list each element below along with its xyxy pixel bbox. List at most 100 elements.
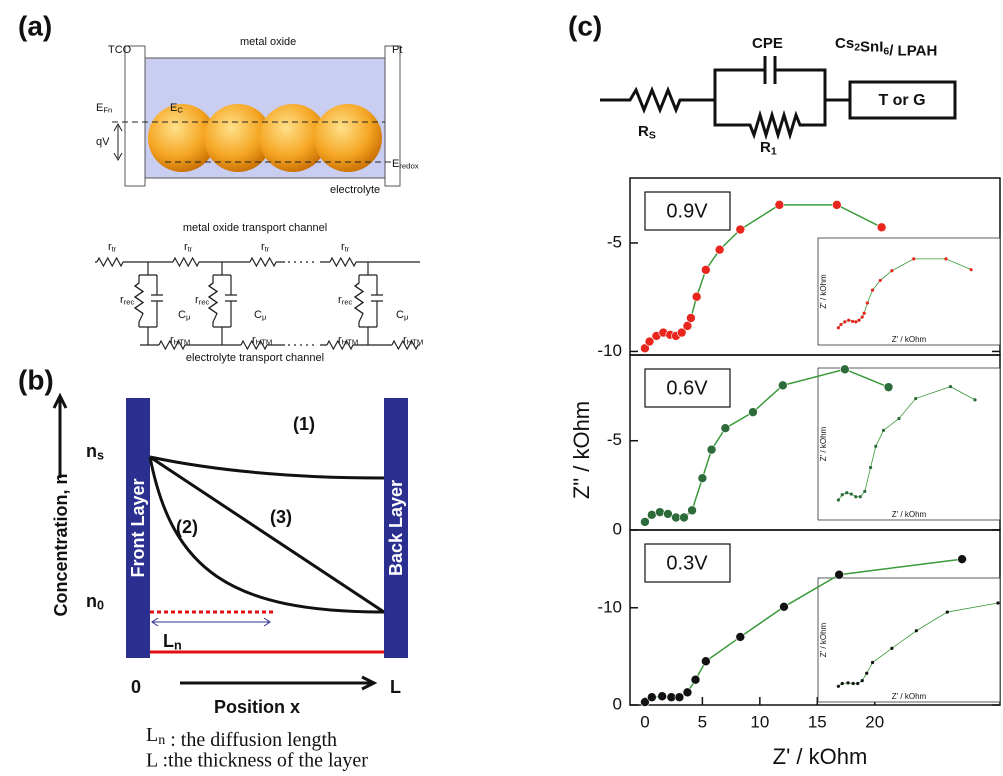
qv-arrow	[113, 122, 123, 162]
label-text: r	[170, 334, 174, 346]
panel-b-drawing	[52, 392, 408, 691]
label-text: electrolyte	[330, 184, 380, 196]
data-point	[644, 336, 655, 347]
label: T or G	[878, 92, 925, 109]
label: EC	[170, 102, 183, 115]
branch	[207, 262, 237, 345]
label: (3)	[270, 507, 292, 527]
condition-box	[644, 191, 731, 231]
data-point	[671, 512, 681, 523]
data-point	[686, 313, 696, 323]
condition-label: 0.9V	[666, 200, 708, 222]
label-text: r	[341, 241, 345, 253]
inset-point	[863, 489, 867, 494]
x-axis-label: Z' / kOhm	[773, 744, 868, 769]
label-subscript: μ	[186, 313, 190, 322]
y-arrow	[52, 392, 68, 478]
data-point	[697, 473, 708, 484]
label-text: electrolyte transport channel	[186, 352, 324, 364]
data-point	[647, 692, 657, 703]
inset-point	[846, 681, 850, 685]
label: Position x	[214, 697, 300, 717]
label-text: r	[338, 294, 342, 306]
label: EFn	[96, 102, 112, 115]
inset-point	[836, 326, 840, 330]
axis-label: Concentration, n	[51, 474, 71, 617]
data-point	[720, 423, 731, 434]
label: Cμ	[254, 309, 266, 322]
data-point	[834, 569, 844, 580]
label: electrolyte	[330, 184, 380, 196]
data-point	[883, 382, 894, 392]
label: electrolyte transport channel	[186, 352, 324, 364]
inset-point	[868, 465, 873, 470]
label-text: metal oxide	[240, 36, 296, 48]
label-text: TCO	[108, 44, 132, 56]
inset-point	[881, 428, 886, 432]
label-subscript: HTM	[407, 338, 424, 347]
inset-point	[857, 318, 861, 322]
data-point	[706, 444, 717, 455]
resistor	[133, 282, 145, 314]
label: ns	[86, 441, 104, 463]
inset-point	[890, 269, 894, 273]
resistor	[326, 339, 354, 351]
label: L :the thickness of the layer	[146, 750, 368, 772]
data-point	[679, 512, 689, 523]
y-tick-label: 0	[613, 519, 622, 538]
condition-label: 0.3V	[666, 552, 708, 574]
curve	[149, 455, 385, 614]
label: Eredox	[392, 158, 419, 171]
label-text: n	[86, 441, 97, 461]
condition-label: 0.6V	[666, 377, 708, 399]
label-subscript: HTM	[342, 338, 359, 347]
inset-point	[948, 385, 953, 389]
panel-a-circuit	[95, 256, 420, 351]
x-tick-label: 15	[808, 712, 827, 731]
inset-point	[843, 320, 847, 324]
panel-tag: (a)	[18, 10, 52, 41]
data-point	[748, 407, 758, 417]
label: R1	[760, 139, 777, 157]
inset-point	[854, 495, 858, 499]
label: rHTM	[403, 334, 423, 347]
x-tick-label: 10	[750, 712, 769, 731]
label-text: qV	[96, 136, 110, 148]
label-subscript: tr	[345, 245, 350, 254]
condition-box	[644, 368, 731, 408]
inset-point	[912, 257, 916, 261]
x-tick-label: 20	[865, 712, 884, 731]
data-point	[774, 200, 785, 210]
resistor	[207, 282, 219, 314]
label: (1)	[293, 414, 315, 434]
inset-point	[839, 322, 843, 327]
label: 0	[131, 677, 141, 697]
data-point	[690, 674, 701, 685]
branch	[133, 262, 163, 345]
curve	[148, 456, 385, 614]
data-point	[682, 687, 693, 698]
label: rtr	[184, 241, 193, 254]
inset-point	[874, 444, 878, 448]
label: rtr	[108, 241, 117, 254]
label: rtr	[261, 241, 270, 254]
tco-plate	[124, 45, 146, 187]
y-tick-label: -5	[607, 430, 622, 449]
data-point	[840, 364, 850, 375]
particle	[148, 104, 216, 172]
y-tick-label: -10	[597, 341, 622, 360]
resistor	[172, 256, 200, 268]
data-point	[876, 222, 887, 233]
label-text: C	[396, 309, 404, 321]
label-subscript: HTM	[256, 338, 273, 347]
inset-point	[973, 398, 977, 402]
front-layer	[126, 398, 150, 658]
data-point	[674, 692, 685, 703]
particle	[259, 104, 327, 172]
inset-point	[860, 315, 864, 319]
label-text: Pt	[392, 44, 402, 56]
label-subscript: rec	[342, 298, 353, 307]
label-text: R	[638, 123, 649, 140]
x-tick-label: 0	[640, 712, 649, 731]
